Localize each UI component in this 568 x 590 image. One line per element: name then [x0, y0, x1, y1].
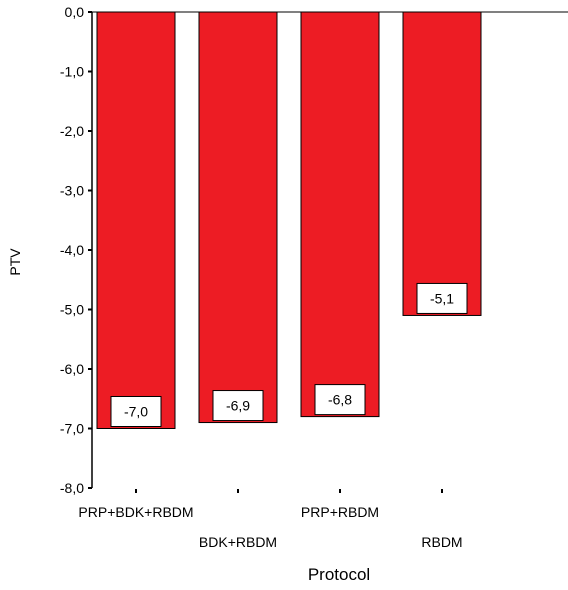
data-label-box: [212, 390, 264, 422]
y-tick-label: -3,0: [60, 183, 84, 199]
y-tick-label: -8,0: [60, 480, 84, 496]
axes-layer: 0,0 -1,0 -2,0 -3,0 -4,0 -5,0 -6,0 -7,0 -8,0 PRP+B…: [60, 4, 568, 550]
x-tick-label: PRP+RBDM: [301, 504, 379, 520]
y-axis-title: PTV: [7, 248, 23, 276]
x-axis-title: Protocol: [308, 565, 370, 584]
y-tick-label: -2,0: [60, 123, 84, 139]
y-tick-label: -5,0: [60, 302, 84, 318]
data-label: -6,9: [226, 398, 250, 414]
y-tick-label: -1,0: [60, 64, 84, 80]
x-tick-label: BDK+RBDM: [199, 534, 277, 550]
bar: [402, 11, 482, 316]
data-label-box: [416, 282, 468, 314]
bars-layer: [96, 11, 482, 429]
y-tick-label: -7,0: [60, 421, 84, 437]
data-label: -7,0: [124, 404, 148, 420]
data-label: -6,8: [328, 392, 352, 408]
y-tick-label: -6,0: [60, 361, 84, 377]
data-label: -5,1: [430, 290, 454, 306]
data-label-box: [314, 384, 366, 416]
y-tick-label: -4,0: [60, 242, 84, 258]
x-tick-label: PRP+BDK+RBDM: [78, 504, 193, 520]
data-label-box: [110, 396, 162, 427]
bar: [300, 11, 380, 418]
y-tick-label: 0,0: [65, 4, 85, 20]
x-tick-label: RBDM: [421, 534, 462, 550]
bar: [96, 11, 176, 429]
data-labels-layer: -7,0 -6,9 -6,8 -5,1: [110, 282, 468, 427]
bar: [198, 11, 278, 424]
